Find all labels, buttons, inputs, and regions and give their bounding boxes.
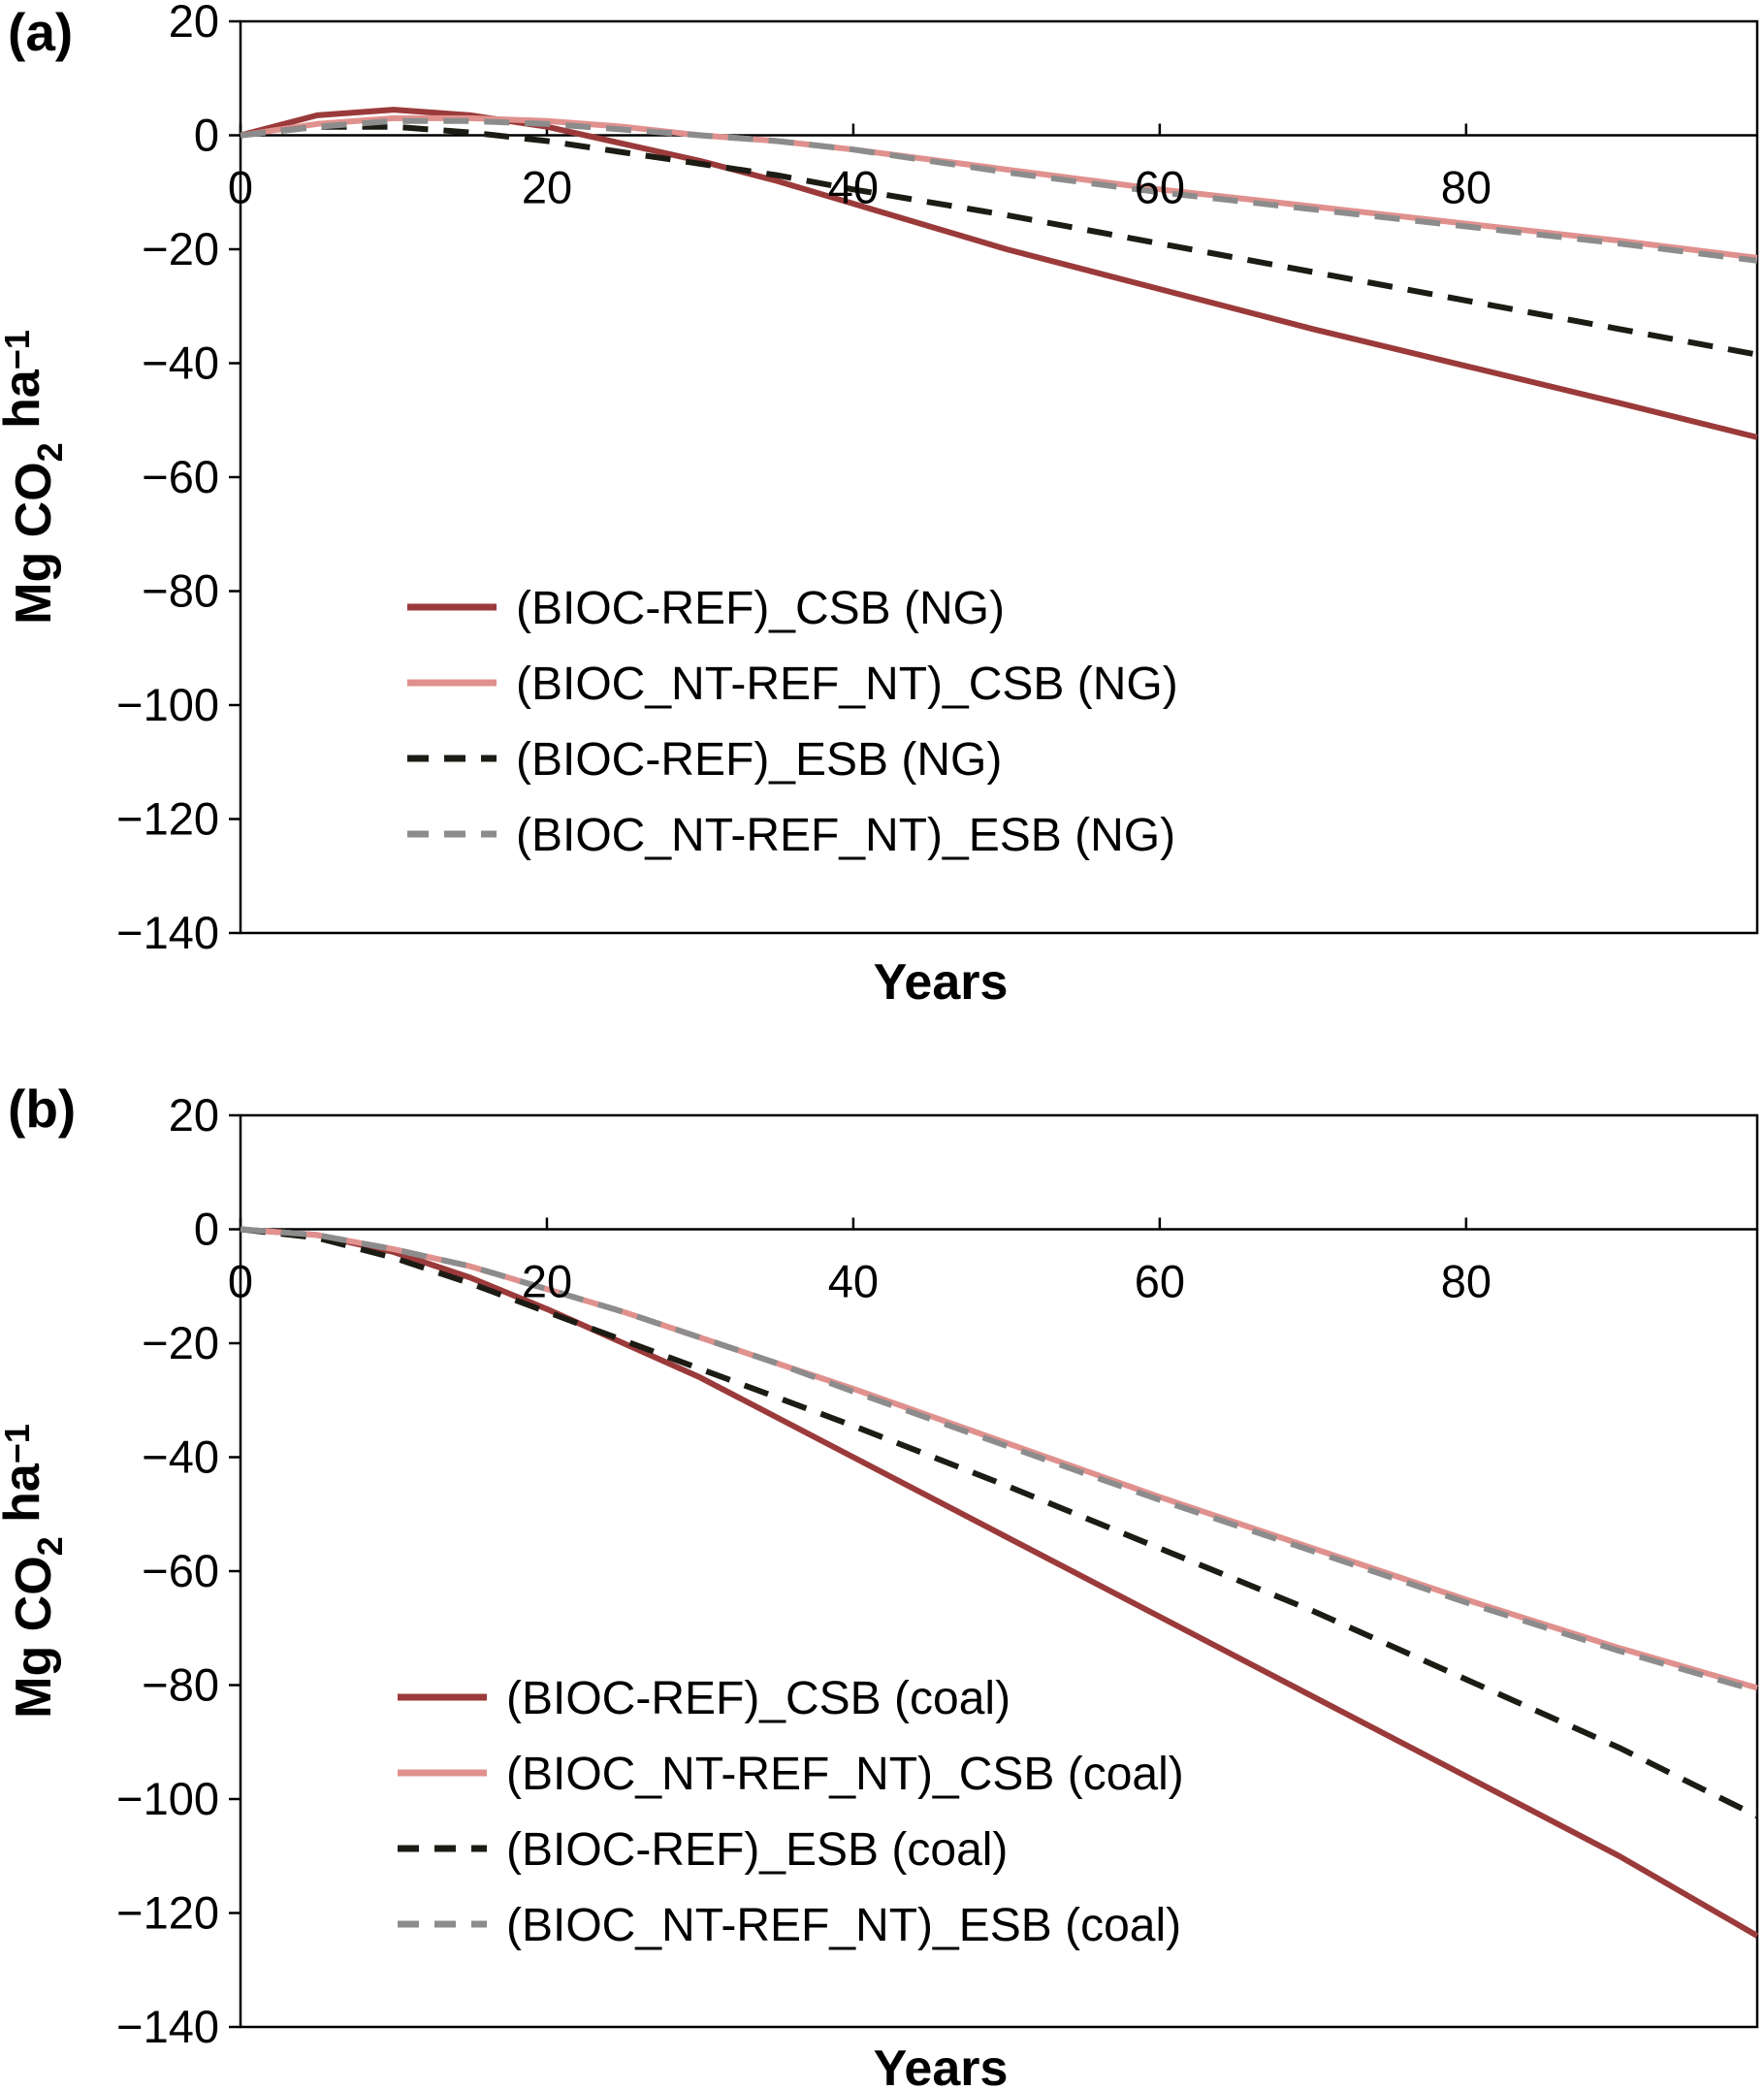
y-tick-label: −20 <box>142 223 219 274</box>
y-tick-label: −20 <box>142 1317 219 1368</box>
y-tick-label: −40 <box>142 338 219 389</box>
x-tick-label: 40 <box>828 1256 879 1307</box>
x-tick-label: 0 <box>228 1256 253 1307</box>
y-axis-title-part: Mg CO <box>6 462 62 625</box>
y-tick-label: −40 <box>142 1431 219 1483</box>
y-tick-label: −60 <box>142 451 219 502</box>
legend-label: (BIOC_NT-REF_NT)_CSB (coal) <box>506 1749 1184 1800</box>
x-tick-label: 20 <box>522 1256 572 1307</box>
y-tick-label: 20 <box>169 0 219 47</box>
legend-label: (BIOC-REF)_CSB (coal) <box>506 1673 1010 1724</box>
series-line-4 <box>240 1226 1758 1694</box>
x-tick-label: 40 <box>828 162 879 213</box>
y-axis-title-part: −1 <box>0 330 37 370</box>
legend-label: (BIOC_NT-REF_NT)_ESB (coal) <box>506 1900 1181 1951</box>
y-tick-label: −140 <box>116 2001 219 2052</box>
x-axis-title: Years <box>874 954 1009 1011</box>
y-axis-title: Mg CO2 ha−1 <box>0 330 70 625</box>
y-tick-label: −100 <box>116 1773 219 1824</box>
panel-label: (b) <box>8 1078 76 1139</box>
y-tick-label: −120 <box>116 793 219 845</box>
panel-label: (a) <box>8 2 73 62</box>
y-tick-label: 0 <box>194 110 219 161</box>
plot-frame <box>239 19 1759 935</box>
y-axis-title: Mg CO2 ha−1 <box>0 1424 70 1719</box>
y-tick-label: 20 <box>169 1089 219 1141</box>
x-tick-label: 80 <box>1441 162 1491 213</box>
y-axis-title-part: Mg CO <box>6 1556 62 1719</box>
x-tick-label: 80 <box>1441 1256 1491 1307</box>
x-axis-title: Years <box>874 2041 1009 2090</box>
y-axis-title-part: 2 <box>30 442 70 462</box>
y-axis-title-part: −1 <box>0 1424 37 1463</box>
y-tick-label: −140 <box>116 907 219 958</box>
x-tick-label: 60 <box>1135 162 1185 213</box>
x-tick-label: 20 <box>522 162 572 213</box>
legend-label: (BIOC_NT-REF_NT)_ESB (NG) <box>516 810 1175 861</box>
legend-label: (BIOC_NT-REF_NT)_CSB (NG) <box>516 659 1178 710</box>
y-tick-label: −60 <box>142 1545 219 1596</box>
y-axis-title-part: ha <box>0 1463 50 1536</box>
series-line-2 <box>240 1226 1758 1691</box>
y-axis-title-part: 2 <box>30 1536 70 1556</box>
legend-label: (BIOC-REF)_ESB (NG) <box>516 734 1002 786</box>
plot-frame <box>239 1113 1759 2029</box>
legend-label: (BIOC-REF)_CSB (NG) <box>516 583 1005 634</box>
x-tick-label: 60 <box>1135 1256 1185 1307</box>
legend-label: (BIOC-REF)_ESB (coal) <box>506 1824 1008 1876</box>
series-line-4 <box>240 117 1758 264</box>
y-tick-label: 0 <box>194 1204 219 1255</box>
series-line-3 <box>240 123 1758 358</box>
series-line-1 <box>240 107 1758 440</box>
x-tick-label: 0 <box>228 162 253 213</box>
series-line-1 <box>240 1226 1759 1939</box>
y-tick-label: −80 <box>142 1659 219 1711</box>
y-tick-label: −120 <box>116 1887 219 1939</box>
y-tick-label: −100 <box>116 679 219 730</box>
y-tick-label: −80 <box>142 565 219 617</box>
series-line-2 <box>240 114 1758 261</box>
series-line-3 <box>240 1226 1759 1819</box>
y-axis-title-part: ha <box>0 369 50 442</box>
